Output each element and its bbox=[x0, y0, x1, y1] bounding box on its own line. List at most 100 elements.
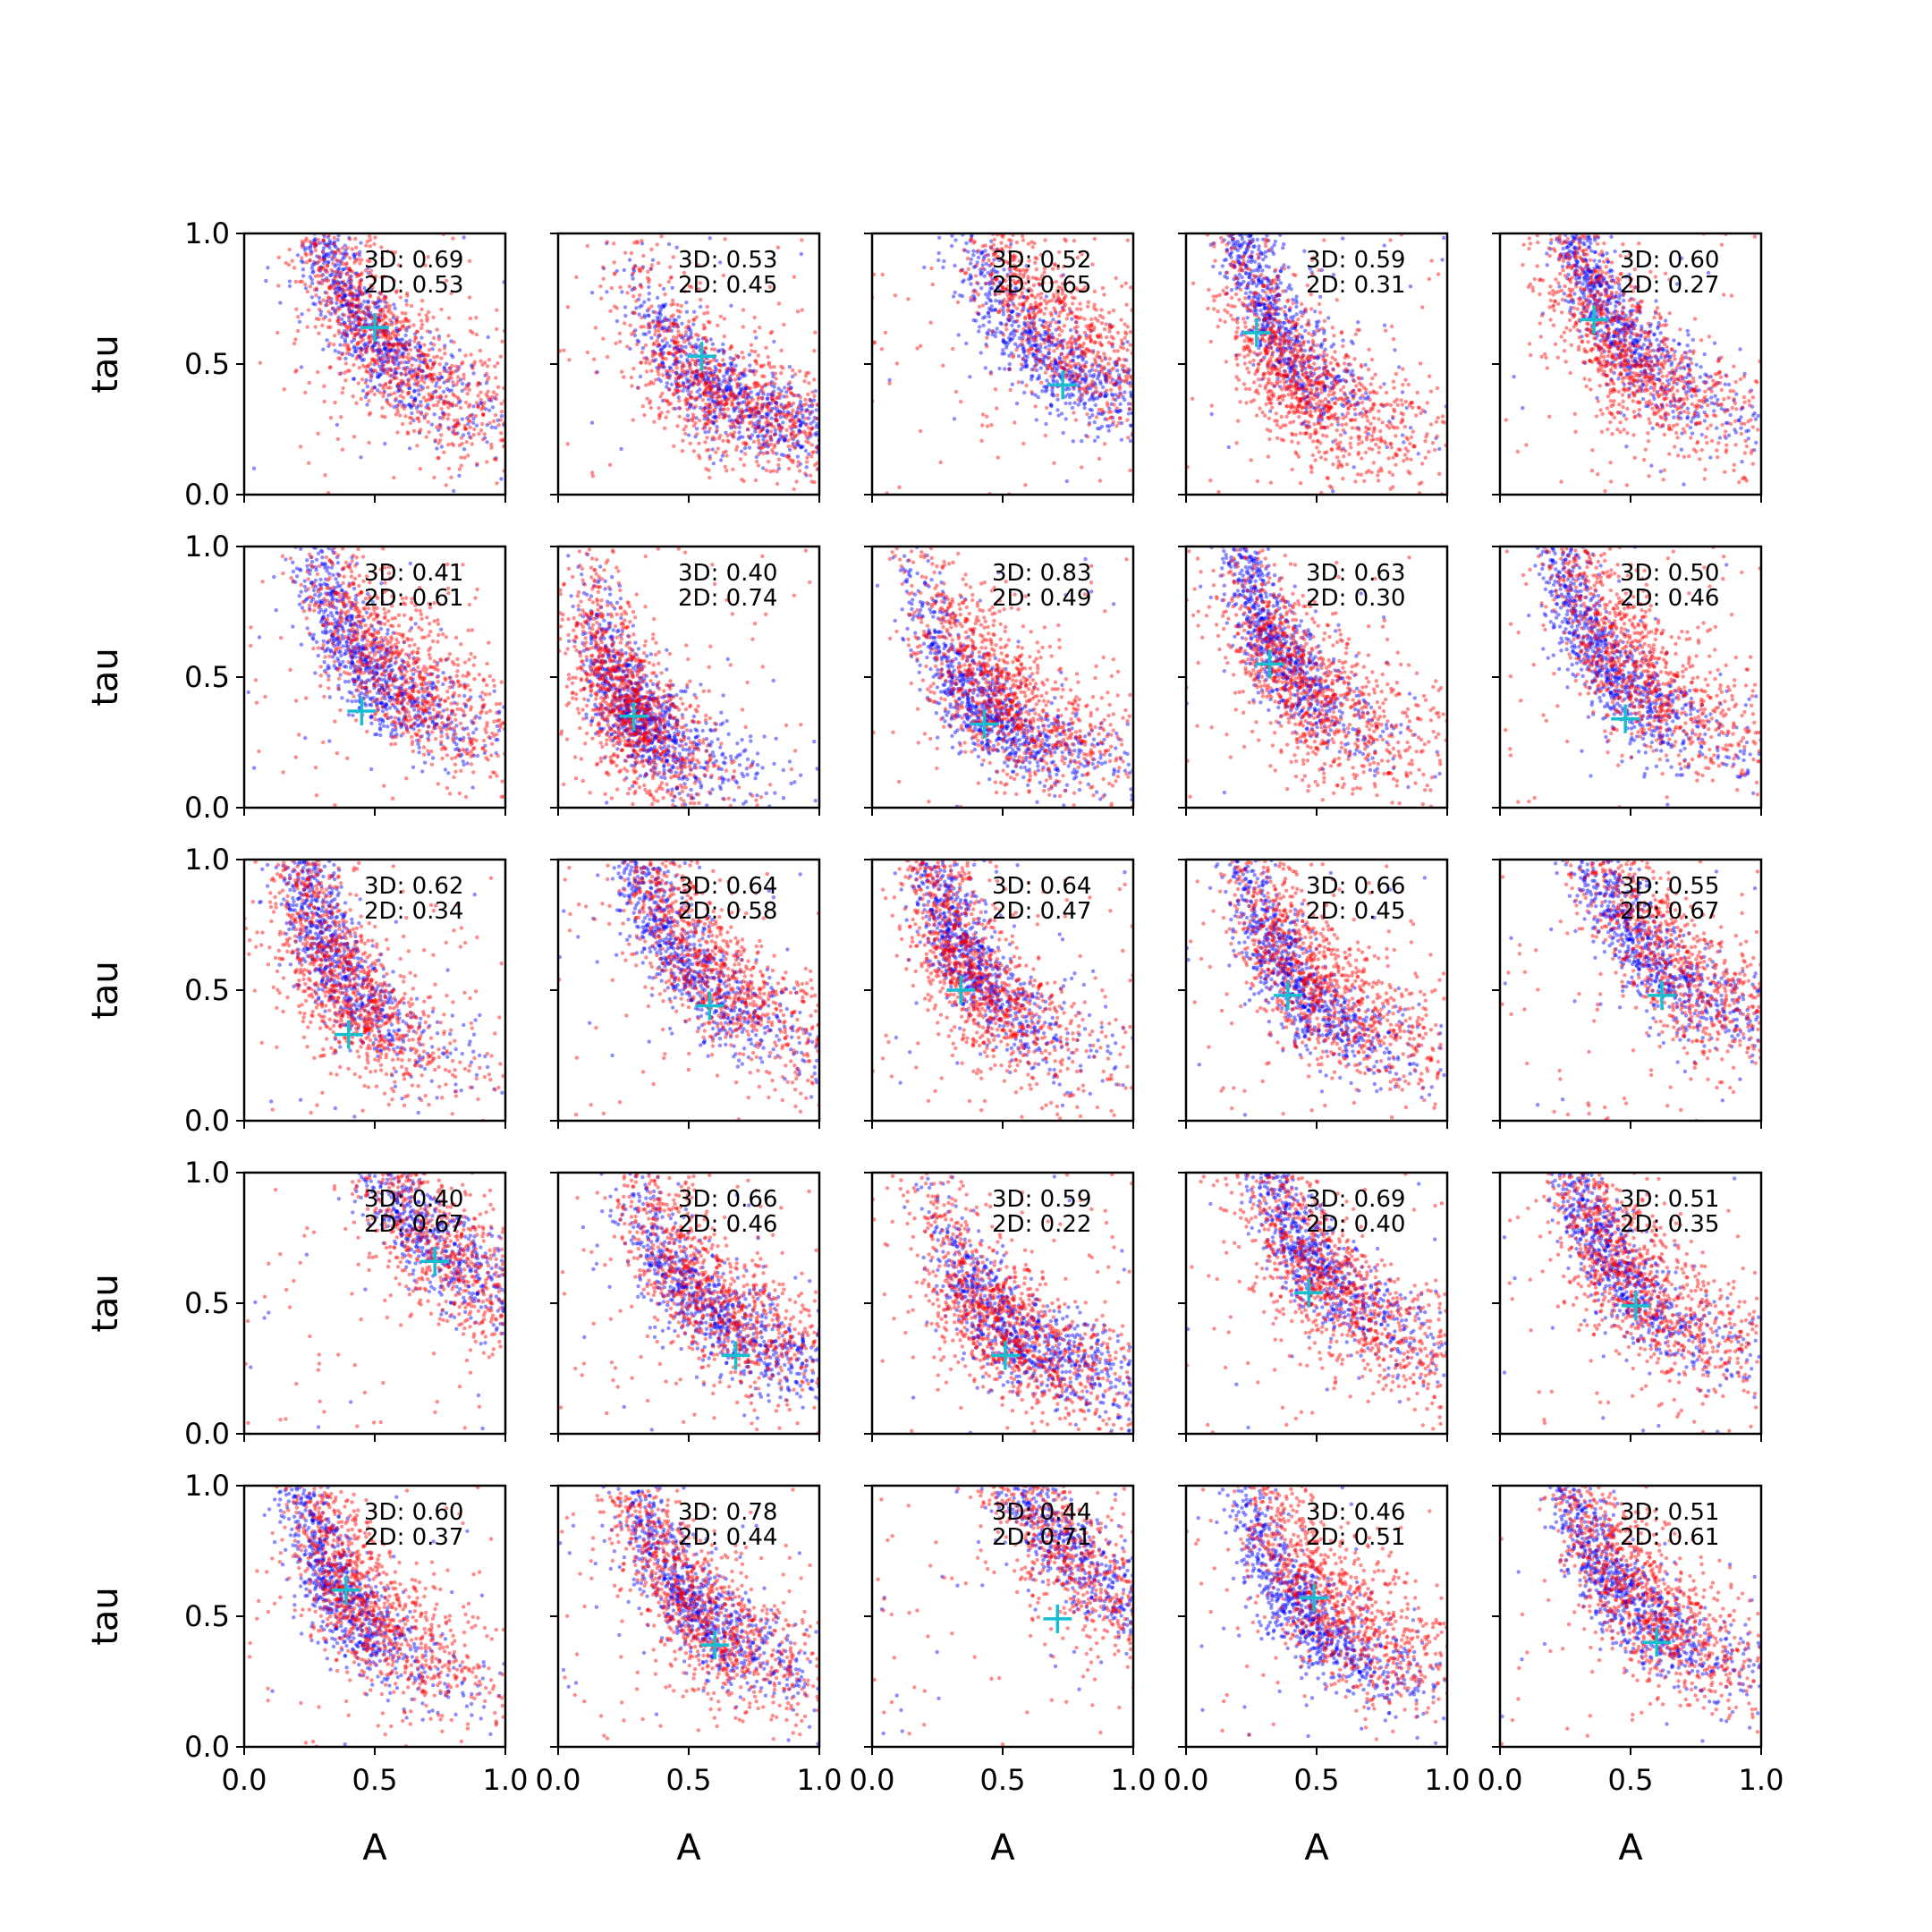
red-sample-point bbox=[430, 394, 435, 400]
red-sample-point bbox=[687, 364, 692, 369]
blue-sample-point bbox=[434, 389, 438, 394]
blue-sample-point bbox=[762, 384, 767, 388]
blue-sample-point bbox=[1260, 322, 1265, 326]
blue-sample-point bbox=[1050, 393, 1055, 397]
blue-sample-point bbox=[1295, 335, 1301, 339]
red-sample-point bbox=[1007, 267, 1012, 271]
blue-sample-point bbox=[397, 327, 402, 332]
blue-sample-point bbox=[977, 329, 981, 334]
blue-sample-point bbox=[1227, 252, 1233, 258]
red-sample-point bbox=[674, 344, 680, 349]
blue-sample-point bbox=[402, 346, 407, 351]
blue-sample-point bbox=[1088, 407, 1093, 411]
red-sample-point bbox=[326, 325, 331, 329]
red-sample-point bbox=[402, 326, 407, 331]
blue-sample-point bbox=[400, 353, 404, 358]
blue-sample-point bbox=[417, 430, 422, 436]
blue-sample-point bbox=[1085, 391, 1089, 395]
blue-sample-point bbox=[746, 414, 750, 419]
blue-sample-point bbox=[1076, 402, 1080, 407]
red-sample-point bbox=[377, 312, 383, 317]
blue-sample-point bbox=[1005, 272, 1010, 277]
blue-sample-point bbox=[359, 318, 363, 322]
blue-sample-point bbox=[342, 292, 346, 297]
red-sample-point bbox=[494, 376, 498, 380]
blue-sample-point bbox=[662, 318, 666, 323]
blue-sample-point bbox=[789, 386, 793, 390]
blue-sample-point bbox=[666, 325, 672, 330]
red-sample-point bbox=[689, 285, 694, 290]
blue-sample-point bbox=[741, 409, 746, 414]
blue-sample-point bbox=[433, 439, 437, 444]
blue-sample-point bbox=[1030, 330, 1034, 335]
red-sample-point bbox=[697, 441, 701, 445]
blue-sample-point bbox=[644, 356, 648, 360]
red-sample-point bbox=[313, 248, 318, 253]
blue-sample-point bbox=[712, 392, 716, 396]
red-sample-point bbox=[1100, 410, 1105, 414]
red-sample-point bbox=[470, 366, 475, 370]
red-sample-point bbox=[384, 334, 389, 338]
blue-sample-point bbox=[401, 402, 406, 407]
red-sample-point bbox=[491, 419, 496, 424]
red-sample-point bbox=[439, 307, 444, 312]
red-sample-point bbox=[335, 297, 339, 301]
red-sample-point bbox=[658, 324, 664, 328]
blue-sample-point bbox=[1119, 437, 1124, 442]
blue-sample-point bbox=[1236, 259, 1241, 265]
blue-sample-point bbox=[1105, 377, 1109, 382]
blue-sample-point bbox=[363, 305, 369, 310]
blue-sample-point bbox=[1010, 315, 1014, 320]
blue-sample-point bbox=[729, 394, 733, 398]
blue-sample-point bbox=[1245, 316, 1250, 320]
blue-sample-point bbox=[1102, 373, 1106, 377]
red-sample-point bbox=[1106, 361, 1111, 366]
red-sample-point bbox=[373, 369, 377, 373]
blue-sample-point bbox=[1010, 331, 1014, 335]
red-sample-point bbox=[357, 287, 362, 292]
red-sample-point bbox=[768, 365, 773, 369]
blue-sample-point bbox=[407, 342, 411, 346]
blue-sample-point bbox=[336, 293, 341, 298]
red-sample-point bbox=[702, 382, 707, 386]
blue-sample-point bbox=[702, 417, 707, 421]
red-sample-point bbox=[276, 284, 281, 288]
red-sample-point bbox=[481, 412, 486, 417]
red-sample-point bbox=[704, 422, 708, 427]
red-sample-point bbox=[370, 285, 375, 290]
blue-sample-point bbox=[714, 384, 718, 388]
blue-sample-point bbox=[812, 415, 818, 420]
blue-sample-point bbox=[687, 342, 692, 346]
red-sample-point bbox=[674, 357, 679, 361]
blue-sample-point bbox=[382, 329, 386, 334]
blue-sample-point bbox=[1061, 430, 1065, 436]
blue-sample-point bbox=[1116, 373, 1122, 377]
red-sample-point bbox=[996, 455, 1001, 460]
red-sample-point bbox=[375, 312, 380, 318]
red-sample-point bbox=[353, 236, 358, 242]
blue-sample-point bbox=[352, 326, 357, 332]
red-sample-point bbox=[1017, 302, 1022, 307]
blue-sample-point bbox=[1300, 369, 1304, 373]
blue-sample-point bbox=[702, 377, 707, 383]
red-sample-point bbox=[1037, 282, 1042, 286]
blue-sample-point bbox=[343, 293, 347, 299]
blue-sample-point bbox=[730, 360, 734, 366]
red-sample-point bbox=[1013, 420, 1017, 425]
red-sample-point bbox=[332, 250, 337, 255]
blue-sample-point bbox=[350, 309, 355, 314]
red-sample-point bbox=[629, 250, 634, 256]
red-sample-point bbox=[781, 366, 785, 370]
red-sample-point bbox=[1120, 284, 1124, 289]
red-sample-point bbox=[714, 450, 718, 454]
blue-sample-point bbox=[773, 400, 778, 405]
blue-sample-point bbox=[1265, 285, 1269, 291]
red-sample-point bbox=[747, 407, 751, 411]
blue-sample-point bbox=[1288, 345, 1293, 350]
blue-sample-point bbox=[359, 277, 364, 283]
red-sample-point bbox=[806, 440, 811, 445]
red-sample-point bbox=[1062, 324, 1067, 328]
blue-sample-point bbox=[704, 339, 709, 343]
red-sample-point bbox=[1093, 360, 1098, 364]
blue-sample-point bbox=[698, 393, 702, 397]
